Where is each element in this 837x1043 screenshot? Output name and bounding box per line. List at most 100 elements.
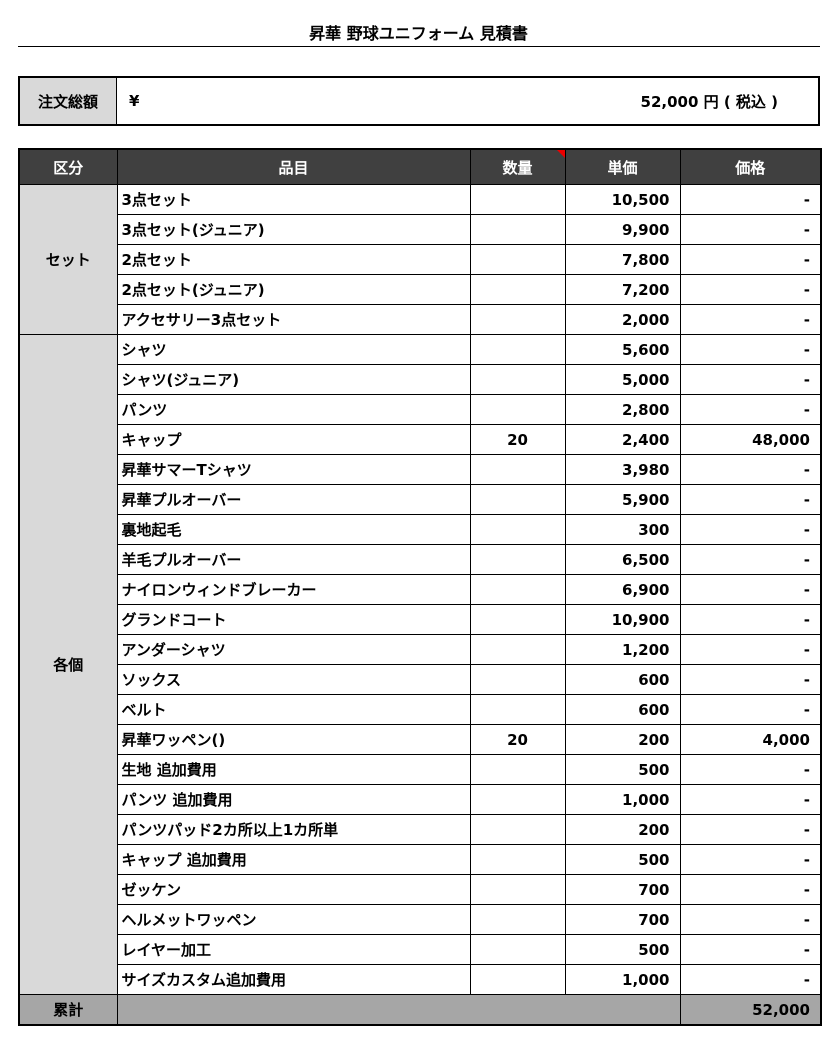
price-cell[interactable]: 4,000 [679, 724, 822, 755]
item-name-cell[interactable]: 生地 追加費用 [116, 754, 471, 785]
unit-price-cell[interactable]: 6,500 [564, 544, 681, 575]
item-name-cell[interactable]: 羊毛プルオーバー [116, 544, 471, 575]
quantity-cell[interactable] [469, 274, 566, 305]
price-cell[interactable]: - [679, 754, 822, 785]
unit-price-cell[interactable]: 500 [564, 754, 681, 785]
quantity-cell[interactable] [469, 364, 566, 395]
quantity-cell[interactable] [469, 964, 566, 995]
item-name-cell[interactable]: サイズカスタム追加費用 [116, 964, 471, 995]
unit-price-cell[interactable]: 5,600 [564, 334, 681, 365]
price-cell[interactable]: - [679, 304, 822, 335]
quantity-cell[interactable] [469, 544, 566, 575]
item-name-cell[interactable]: パンツパッド2カ所以上1カ所単 [116, 814, 471, 845]
price-cell[interactable]: - [679, 694, 822, 725]
quantity-cell[interactable] [469, 784, 566, 815]
item-name-cell[interactable]: アンダーシャツ [116, 634, 471, 665]
item-name-cell[interactable]: ナイロンウィンドブレーカー [116, 574, 471, 605]
price-cell[interactable]: - [679, 604, 822, 635]
item-name-cell[interactable]: 昇華ワッペン() [116, 724, 471, 755]
price-cell[interactable]: - [679, 484, 822, 515]
unit-price-cell[interactable]: 2,000 [564, 304, 681, 335]
price-cell[interactable]: - [679, 664, 822, 695]
item-name-cell[interactable]: シャツ [116, 334, 471, 365]
quantity-cell[interactable] [469, 754, 566, 785]
unit-price-cell[interactable]: 10,500 [564, 184, 681, 215]
price-cell[interactable]: - [679, 904, 822, 935]
quantity-cell[interactable] [469, 214, 566, 245]
item-name-cell[interactable]: パンツ 追加費用 [116, 784, 471, 815]
order-total-value-cell[interactable]: ¥ 52,000 円 ( 税込 ) [117, 78, 818, 124]
unit-price-cell[interactable]: 6,900 [564, 574, 681, 605]
price-cell[interactable]: - [679, 544, 822, 575]
item-name-cell[interactable]: 3点セット(ジュニア) [116, 214, 471, 245]
total-value[interactable]: 52,000 [679, 994, 822, 1026]
quantity-cell[interactable] [469, 304, 566, 335]
item-name-cell[interactable]: 昇華サマーTシャツ [116, 454, 471, 485]
unit-price-cell[interactable]: 5,000 [564, 364, 681, 395]
unit-price-cell[interactable]: 200 [564, 814, 681, 845]
item-name-cell[interactable]: グランドコート [116, 604, 471, 635]
item-name-cell[interactable]: ヘルメットワッペン [116, 904, 471, 935]
quantity-cell[interactable] [469, 454, 566, 485]
unit-price-cell[interactable]: 7,200 [564, 274, 681, 305]
price-cell[interactable]: - [679, 244, 822, 275]
item-name-cell[interactable]: キャップ 追加費用 [116, 844, 471, 875]
price-cell[interactable]: - [679, 364, 822, 395]
unit-price-cell[interactable]: 9,900 [564, 214, 681, 245]
unit-price-cell[interactable]: 700 [564, 874, 681, 905]
price-cell[interactable]: - [679, 844, 822, 875]
unit-price-cell[interactable]: 1,000 [564, 964, 681, 995]
quantity-cell[interactable]: 20 [469, 724, 566, 755]
price-cell[interactable]: - [679, 394, 822, 425]
quantity-cell[interactable] [469, 484, 566, 515]
price-cell[interactable]: - [679, 964, 822, 995]
quantity-cell[interactable] [469, 934, 566, 965]
quantity-cell[interactable] [469, 574, 566, 605]
quantity-cell[interactable] [469, 904, 566, 935]
unit-price-cell[interactable]: 300 [564, 514, 681, 545]
unit-price-cell[interactable]: 2,800 [564, 394, 681, 425]
item-name-cell[interactable]: 2点セット [116, 244, 471, 275]
quantity-cell[interactable]: 20 [469, 424, 566, 455]
comment-indicator-icon[interactable] [556, 150, 564, 158]
price-cell[interactable]: - [679, 574, 822, 605]
item-name-cell[interactable]: ゼッケン [116, 874, 471, 905]
quantity-cell[interactable] [469, 844, 566, 875]
item-name-cell[interactable]: 2点セット(ジュニア) [116, 274, 471, 305]
item-name-cell[interactable]: ソックス [116, 664, 471, 695]
unit-price-cell[interactable]: 200 [564, 724, 681, 755]
unit-price-cell[interactable]: 700 [564, 904, 681, 935]
quantity-cell[interactable] [469, 664, 566, 695]
quantity-cell[interactable] [469, 244, 566, 275]
item-name-cell[interactable]: ベルト [116, 694, 471, 725]
item-name-cell[interactable]: レイヤー加工 [116, 934, 471, 965]
unit-price-cell[interactable]: 500 [564, 934, 681, 965]
quantity-cell[interactable] [469, 184, 566, 215]
price-cell[interactable]: - [679, 334, 822, 365]
price-cell[interactable]: - [679, 184, 822, 215]
price-cell[interactable]: - [679, 814, 822, 845]
price-cell[interactable]: - [679, 874, 822, 905]
item-name-cell[interactable]: 裏地起毛 [116, 514, 471, 545]
price-cell[interactable]: - [679, 784, 822, 815]
unit-price-cell[interactable]: 10,900 [564, 604, 681, 635]
price-cell[interactable]: 48,000 [679, 424, 822, 455]
unit-price-cell[interactable]: 600 [564, 694, 681, 725]
unit-price-cell[interactable]: 600 [564, 664, 681, 695]
item-name-cell[interactable]: 昇華プルオーバー [116, 484, 471, 515]
item-name-cell[interactable]: アクセサリー3点セット [116, 304, 471, 335]
unit-price-cell[interactable]: 7,800 [564, 244, 681, 275]
price-cell[interactable]: - [679, 454, 822, 485]
unit-price-cell[interactable]: 2,400 [564, 424, 681, 455]
unit-price-cell[interactable]: 500 [564, 844, 681, 875]
price-cell[interactable]: - [679, 214, 822, 245]
item-name-cell[interactable]: キャップ [116, 424, 471, 455]
price-cell[interactable]: - [679, 514, 822, 545]
price-cell[interactable]: - [679, 934, 822, 965]
item-name-cell[interactable]: パンツ [116, 394, 471, 425]
quantity-cell[interactable] [469, 634, 566, 665]
unit-price-cell[interactable]: 5,900 [564, 484, 681, 515]
item-name-cell[interactable]: 3点セット [116, 184, 471, 215]
quantity-cell[interactable] [469, 694, 566, 725]
quantity-cell[interactable] [469, 814, 566, 845]
